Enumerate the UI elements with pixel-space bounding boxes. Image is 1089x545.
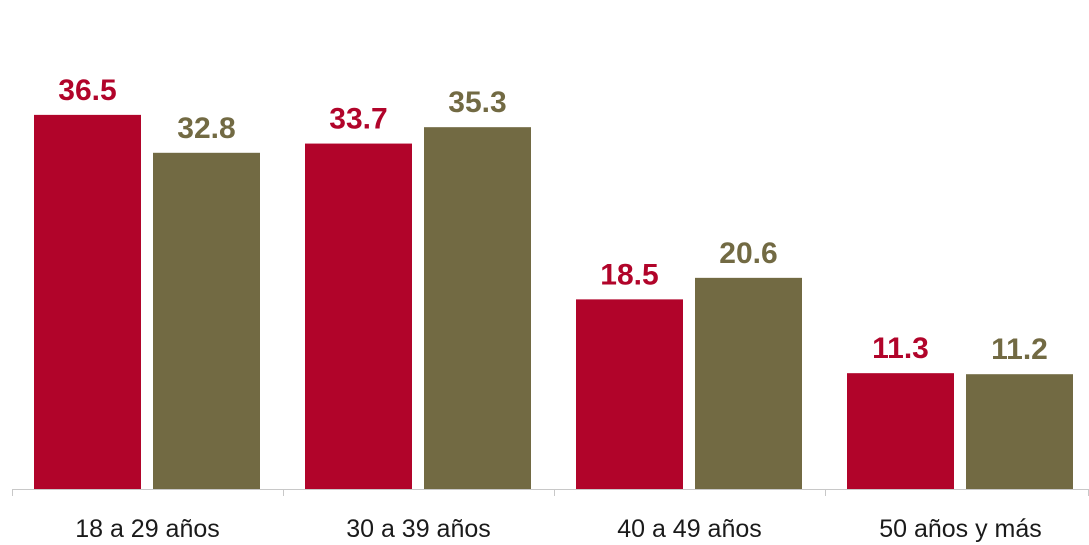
- bar-1-4: [847, 373, 954, 489]
- value-label-2-1: 32.8: [177, 112, 235, 145]
- value-label-1-3: 18.5: [600, 258, 658, 291]
- bars-layer: [34, 114, 1073, 490]
- bar-1-2: [305, 143, 412, 489]
- x-axis: 18 a 29 años 30 a 39 años 40 a 49 años 50 a…: [12, 489, 1089, 543]
- value-label-1-2: 33.7: [329, 103, 387, 136]
- value-label-2-2: 35.3: [448, 86, 506, 119]
- value-label-1-4: 11.3: [872, 332, 929, 365]
- bar-1-1: [34, 114, 141, 489]
- bar-2-3: [695, 277, 802, 489]
- x-tick-label-1: 18 a 29 años: [75, 515, 220, 543]
- value-label-2-4: 11.2: [991, 333, 1048, 366]
- bar-2-1: [153, 152, 260, 490]
- bar-2-4: [966, 374, 1073, 489]
- value-labels-layer: 36.5 32.8 33.7 35.3 18.5 20.6 11.3 11.2: [58, 74, 1048, 366]
- value-label-2-3: 20.6: [719, 237, 777, 270]
- bar-2-2: [424, 127, 531, 490]
- x-tick-label-4: 50 años y más: [879, 515, 1042, 543]
- x-tick-label-2: 30 a 39 años: [346, 515, 491, 543]
- bar-1-3: [576, 299, 683, 489]
- x-tick-label-3: 40 a 49 años: [617, 515, 762, 543]
- value-label-1-1: 36.5: [58, 74, 116, 107]
